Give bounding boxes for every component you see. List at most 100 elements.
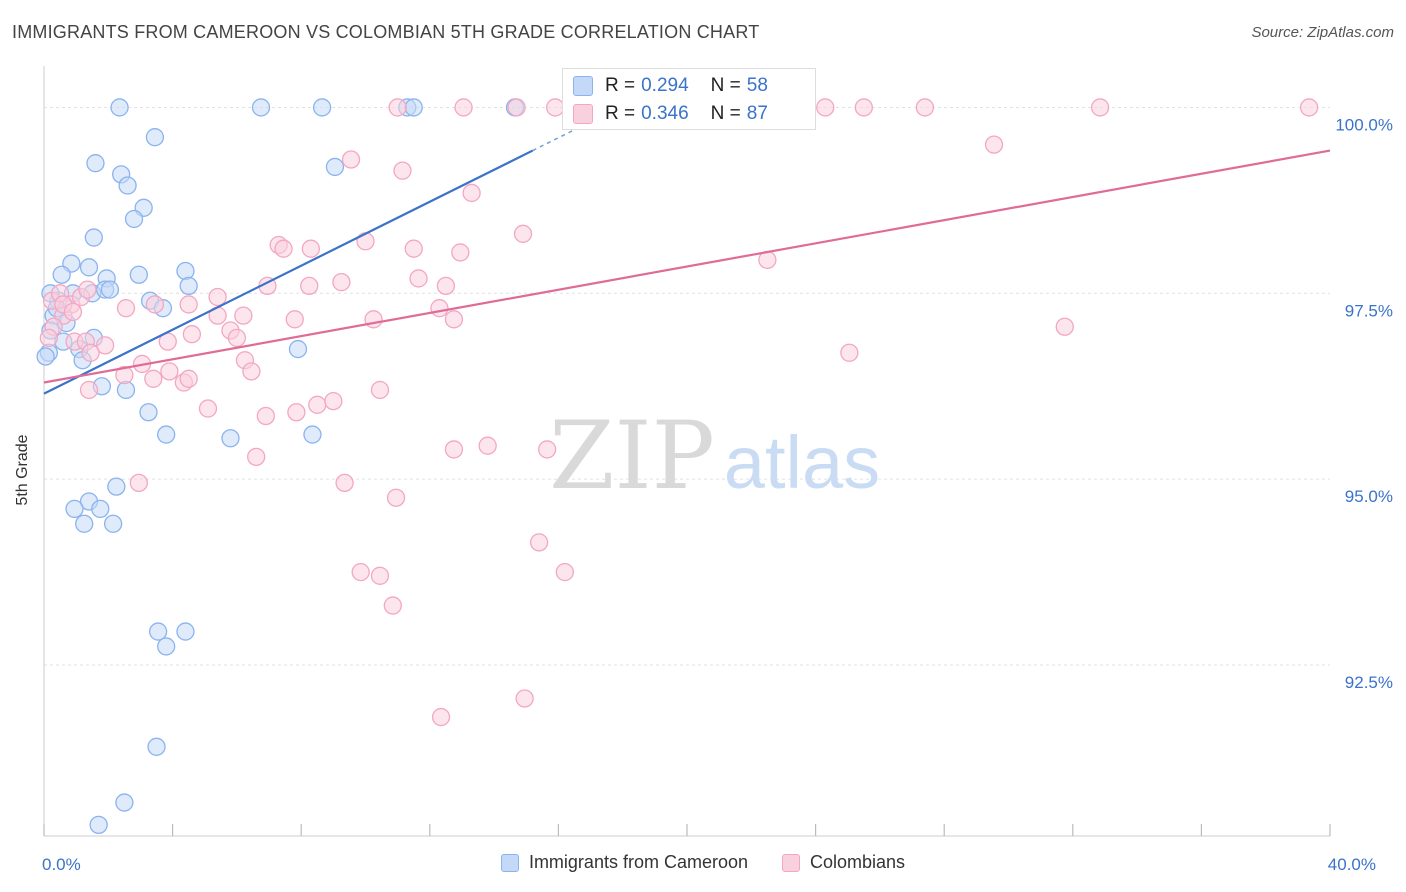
- stats-n-value: 87: [746, 103, 768, 124]
- point-cameroon: [100, 280, 120, 299]
- point-cameroon: [312, 98, 332, 117]
- point-colombians: [160, 362, 179, 381]
- point-cameroon: [147, 737, 166, 756]
- point-colombians: [386, 488, 406, 507]
- y-tick-label: 100.0%: [1335, 115, 1393, 134]
- tick-labels: 100.0% 97.5% 95.0% 92.5% 0.0% 40.0%: [42, 115, 1393, 874]
- point-cameroon: [157, 425, 176, 444]
- point-colombians: [816, 98, 835, 117]
- trend-lines: [43, 129, 1331, 395]
- point-colombians: [915, 98, 935, 117]
- point-cameroon: [103, 514, 123, 533]
- stats-row-colombians: R = 0.346 N = 87: [573, 101, 768, 127]
- point-colombians: [444, 310, 464, 329]
- y-tick-label: 92.5%: [1345, 673, 1393, 692]
- legend-item-colombians[interactable]: Colombians: [782, 852, 905, 873]
- stats-box: R = 0.294 N = 58 R = 0.346 N = 87: [562, 68, 816, 130]
- y-tick-label: 97.5%: [1345, 301, 1393, 320]
- watermark-atlas: atlas: [724, 421, 880, 504]
- point-cameroon: [145, 128, 165, 147]
- point-colombians: [529, 533, 549, 552]
- point-colombians: [332, 273, 351, 292]
- point-cameroon: [139, 403, 158, 422]
- point-colombians: [129, 473, 148, 493]
- x-tick-label: 0.0%: [42, 855, 81, 874]
- legend-label-colombians: Colombians: [810, 852, 906, 872]
- point-colombians: [383, 596, 402, 615]
- stats-swatch-colombians: [573, 104, 593, 124]
- point-colombians: [431, 707, 451, 727]
- point-cameroon: [404, 98, 423, 117]
- stats-r-label: R =: [605, 103, 636, 124]
- point-cameroon: [84, 228, 103, 247]
- point-colombians: [840, 343, 859, 362]
- grid-lines: [44, 106, 1330, 666]
- point-colombians: [301, 239, 320, 258]
- point-colombians: [144, 369, 163, 388]
- stats-n-label: N =: [710, 75, 741, 96]
- point-colombians: [256, 406, 275, 426]
- point-cameroon: [118, 176, 137, 195]
- point-colombians: [115, 365, 134, 385]
- point-colombians: [404, 239, 423, 258]
- point-colombians: [78, 280, 97, 299]
- point-colombians: [409, 269, 428, 288]
- y-axis-label: 5th Grade: [14, 434, 31, 506]
- y-tick-label: 95.0%: [1345, 487, 1393, 506]
- legend-item-cameroon[interactable]: Immigrants from Cameroon: [500, 852, 748, 873]
- point-cameroon: [86, 154, 105, 173]
- point-colombians: [364, 310, 383, 329]
- point-colombians: [234, 306, 253, 325]
- point-cameroon: [221, 429, 240, 448]
- source-label: Source: ZipAtlas.com: [1251, 24, 1394, 41]
- point-cameroon: [157, 637, 176, 656]
- legend-label-cameroon: Immigrants from Cameroon: [528, 852, 748, 872]
- stats-swatch-cameroon: [573, 76, 593, 96]
- point-colombians: [341, 150, 361, 169]
- point-cameroon: [107, 477, 126, 496]
- point-colombians: [242, 362, 261, 381]
- stats-r-label: R =: [605, 75, 636, 96]
- point-colombians: [436, 276, 456, 296]
- point-cameroon: [176, 261, 195, 281]
- trend-line-colombians: [43, 149, 1331, 384]
- chart-title: IMMIGRANTS FROM CAMEROON VS COLOMBIAN 5T…: [12, 22, 760, 42]
- point-colombians: [63, 302, 83, 322]
- point-cameroon: [36, 347, 55, 366]
- x-tick-label: 40.0%: [1328, 855, 1376, 874]
- point-colombians: [274, 239, 293, 258]
- point-cameroon: [303, 425, 322, 444]
- point-colombians: [555, 562, 574, 582]
- point-cameroon: [75, 514, 94, 533]
- point-colombians: [430, 299, 449, 318]
- point-colombians: [451, 243, 470, 262]
- point-colombians: [1299, 98, 1319, 117]
- point-cameroon: [89, 815, 108, 834]
- point-colombians: [388, 98, 407, 117]
- point-colombians: [285, 310, 304, 329]
- point-colombians: [1090, 98, 1110, 117]
- axes: [43, 66, 1331, 837]
- legend-swatch-cameroon: [500, 853, 519, 872]
- point-colombians: [513, 224, 533, 243]
- legend: Immigrants from Cameroon Colombians: [0, 852, 1406, 873]
- point-cameroon: [129, 265, 148, 284]
- point-cameroon: [110, 98, 129, 117]
- stats-n-label: N =: [710, 103, 741, 124]
- point-colombians: [370, 566, 390, 585]
- point-colombians: [179, 295, 198, 314]
- point-cameroon: [288, 339, 308, 359]
- point-colombians: [308, 395, 327, 414]
- stats-r-value: 0.346: [641, 103, 689, 124]
- point-colombians: [462, 183, 481, 203]
- point-colombians: [537, 440, 557, 459]
- point-colombians: [854, 98, 873, 117]
- point-cameroon: [179, 276, 198, 296]
- point-colombians: [287, 403, 306, 422]
- stats-r-value: 0.294: [641, 75, 689, 96]
- point-colombians: [515, 689, 534, 708]
- trend-line-cameroon-extension: [532, 129, 575, 152]
- point-cameroon: [176, 622, 195, 641]
- point-colombians: [507, 98, 526, 117]
